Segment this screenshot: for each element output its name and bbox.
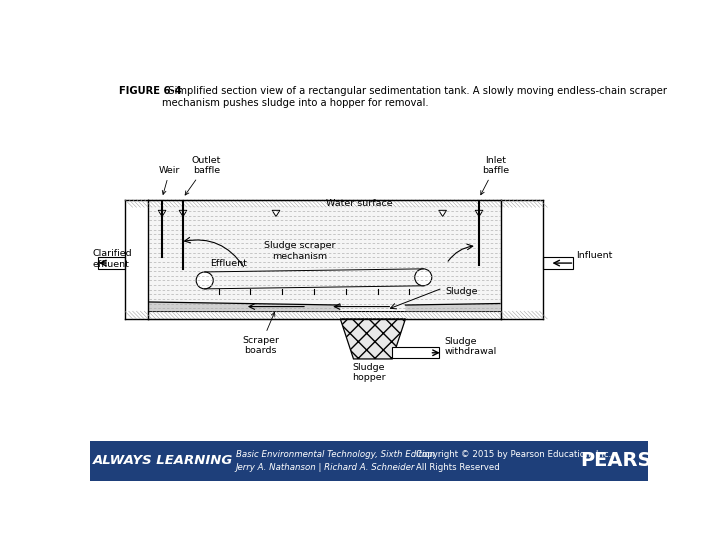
- Bar: [148, 200, 500, 207]
- Bar: [148, 311, 500, 319]
- Text: Basic Environmental Technology, Sixth Edition: Basic Environmental Technology, Sixth Ed…: [235, 450, 435, 459]
- Bar: [98, 257, 125, 269]
- Text: Sludge: Sludge: [445, 287, 477, 296]
- Text: Scraper
boards: Scraper boards: [242, 312, 279, 355]
- Circle shape: [415, 269, 432, 286]
- Text: Sludge
withdrawal: Sludge withdrawal: [444, 337, 496, 356]
- Polygon shape: [149, 302, 341, 311]
- Polygon shape: [179, 211, 187, 217]
- Polygon shape: [475, 211, 483, 217]
- Text: ALWAYS LEARNING: ALWAYS LEARNING: [93, 454, 233, 467]
- Text: Effluent: Effluent: [210, 259, 247, 268]
- Bar: [90, 441, 648, 481]
- Text: Water surface: Water surface: [326, 199, 393, 208]
- Text: Jerry A. Nathanson | Richard A. Schneider: Jerry A. Nathanson | Richard A. Schneide…: [235, 463, 415, 472]
- Text: FIGURE 6-4: FIGURE 6-4: [120, 86, 182, 96]
- Text: Copyright © 2015 by Pearson Education, Inc.: Copyright © 2015 by Pearson Education, I…: [415, 450, 611, 459]
- Polygon shape: [438, 211, 446, 217]
- Text: Inlet
baffle: Inlet baffle: [481, 156, 510, 195]
- Polygon shape: [158, 211, 166, 217]
- Bar: [148, 207, 500, 311]
- Text: PEARSON: PEARSON: [580, 451, 684, 470]
- Polygon shape: [405, 303, 500, 311]
- Text: Influent: Influent: [576, 251, 612, 260]
- Circle shape: [196, 272, 213, 289]
- Polygon shape: [341, 319, 405, 359]
- Text: Sludge
hopper: Sludge hopper: [352, 363, 386, 382]
- Text: Sludge scraper
mechanism: Sludge scraper mechanism: [264, 241, 335, 261]
- Bar: [392, 347, 438, 358]
- Text: Clarified
effluent: Clarified effluent: [92, 249, 132, 268]
- Text: Weir: Weir: [159, 166, 181, 194]
- Text: All Rights Reserved: All Rights Reserved: [415, 463, 499, 472]
- Text: Outlet
baffle: Outlet baffle: [185, 156, 221, 195]
- Polygon shape: [272, 211, 280, 217]
- Text: Simplified section view of a rectangular sedimentation tank. A slowly moving end: Simplified section view of a rectangular…: [162, 86, 667, 108]
- Bar: [544, 257, 573, 269]
